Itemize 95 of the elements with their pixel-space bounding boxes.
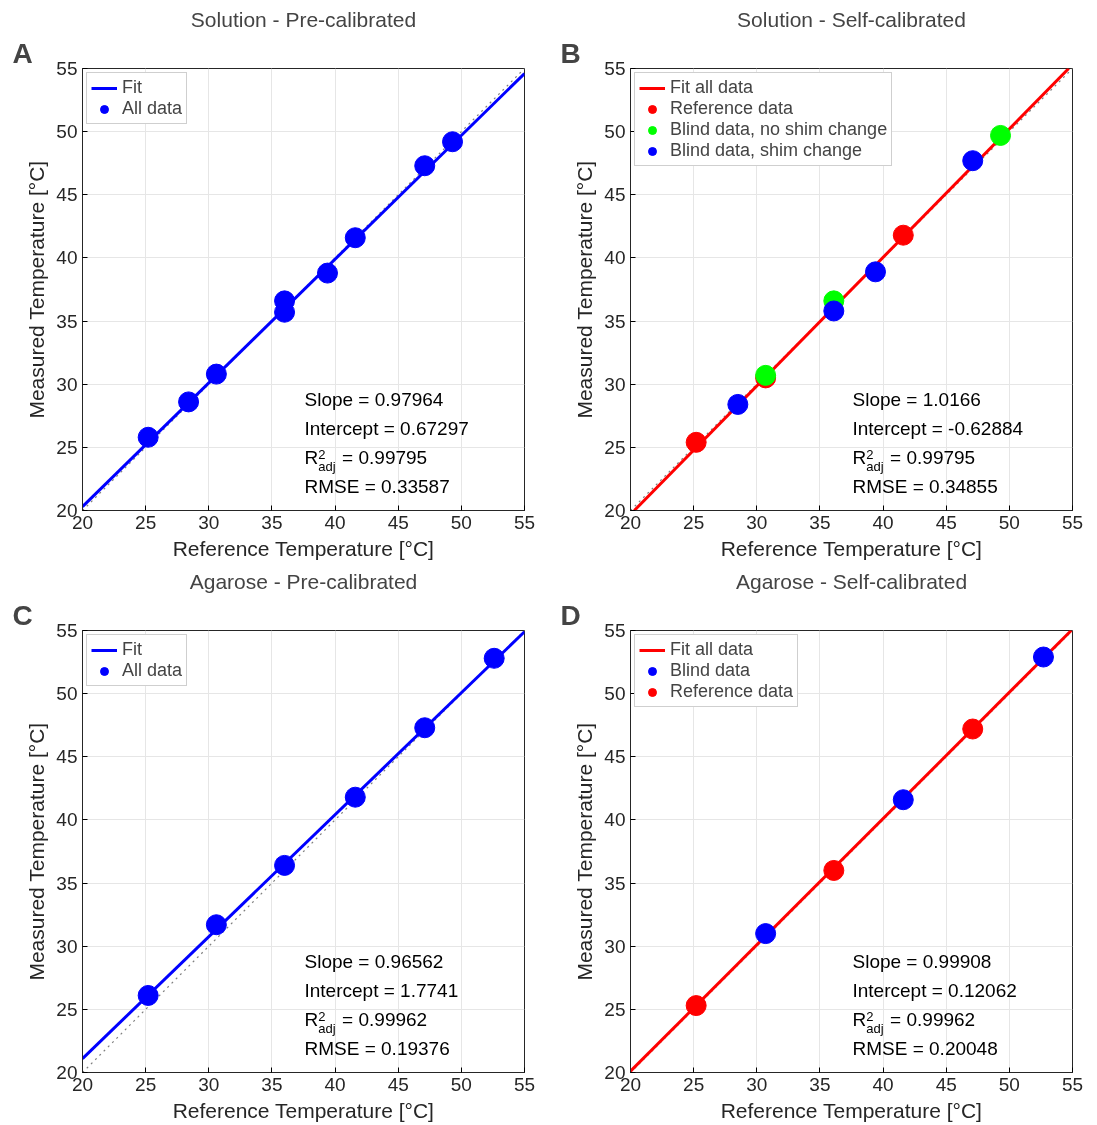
y-tick-label: 45 bbox=[56, 746, 78, 768]
x-tick-label: 35 bbox=[261, 1073, 283, 1095]
y-tick-label: 30 bbox=[604, 935, 626, 957]
y-tick-label: 35 bbox=[56, 310, 78, 332]
chart-title: Solution - Pre-calibrated bbox=[190, 7, 417, 31]
x-tick-label: 45 bbox=[387, 511, 409, 533]
y-axis-title: Measured Temperature [°C] bbox=[25, 722, 49, 981]
x-tick-label: 30 bbox=[198, 1073, 220, 1095]
annotation: RMSE = 0.33587 bbox=[304, 475, 450, 497]
y-tick-label: 40 bbox=[56, 247, 78, 269]
text: A bbox=[12, 37, 33, 69]
chart-title: Agarose - Self-calibrated bbox=[735, 569, 968, 593]
legend-label: Fit bbox=[122, 639, 142, 660]
y-tick-label: 35 bbox=[604, 310, 626, 332]
y-tick-label: 35 bbox=[56, 872, 78, 894]
x-tick-label: 40 bbox=[872, 1073, 894, 1095]
y-tick-label: 45 bbox=[604, 746, 626, 768]
x-tick-label: 55 bbox=[513, 511, 536, 533]
y-axis-title: Measured Temperature [°C] bbox=[25, 160, 49, 419]
y-tick-label: 25 bbox=[56, 436, 78, 458]
y-axis-title: Measured Temperature [°C] bbox=[573, 722, 597, 981]
y-tick-label: 40 bbox=[604, 809, 626, 831]
y-tick-label: 55 bbox=[56, 620, 78, 641]
annotation: Slope = 0.96562 bbox=[304, 950, 444, 972]
x-tick-label: 50 bbox=[450, 511, 472, 533]
legend-label: Fit all data bbox=[670, 639, 754, 660]
annotation: Intercept = 0.67297 bbox=[304, 417, 469, 439]
y-tick-label: 55 bbox=[604, 620, 626, 641]
x-tick-label: 30 bbox=[746, 1073, 768, 1095]
y-tick-label: 30 bbox=[604, 373, 626, 395]
y-tick-label: 25 bbox=[604, 436, 626, 458]
x-tick-label: 40 bbox=[872, 511, 894, 533]
x-tick-label: 35 bbox=[809, 1073, 831, 1095]
x-tick-label: 55 bbox=[1061, 511, 1084, 533]
x-tick-label: 25 bbox=[135, 1073, 157, 1095]
annotation: Slope = 0.97964 bbox=[304, 388, 444, 410]
y-tick-label: 40 bbox=[604, 247, 626, 269]
annotation: Intercept = 0.12062 bbox=[852, 979, 1017, 1001]
legend-label: Reference data bbox=[670, 681, 794, 702]
y-tick-label: 55 bbox=[604, 58, 626, 79]
x-tick-label: 50 bbox=[998, 511, 1020, 533]
y-tick-label: 25 bbox=[56, 998, 78, 1020]
y-tick-label: 50 bbox=[604, 683, 626, 705]
y-tick-label: 50 bbox=[56, 121, 78, 143]
x-tick-label: 30 bbox=[198, 511, 220, 533]
y-axis-title: Measured Temperature [°C] bbox=[573, 160, 597, 419]
annotation: RMSE = 0.20048 bbox=[852, 1037, 998, 1059]
legend-label: Blind data, no shim change bbox=[670, 119, 888, 140]
legend-label: Fit all data bbox=[670, 77, 754, 98]
y-tick-label: 55 bbox=[56, 58, 78, 79]
text: C bbox=[12, 599, 33, 631]
legend-label: All data bbox=[122, 98, 183, 119]
y-tick-label: 50 bbox=[56, 683, 78, 705]
x-tick-label: 35 bbox=[809, 511, 831, 533]
x-tick-label: 50 bbox=[998, 1073, 1020, 1095]
annotation: Intercept = 1.7741 bbox=[304, 979, 459, 1001]
x-tick-label: 30 bbox=[746, 511, 768, 533]
x-tick-label: 25 bbox=[683, 511, 705, 533]
x-axis-title: Reference Temperature [°C] bbox=[720, 536, 982, 560]
x-tick-label: 25 bbox=[135, 511, 157, 533]
x-axis-title: Reference Temperature [°C] bbox=[172, 1098, 434, 1122]
chart-title: Agarose - Pre-calibrated bbox=[189, 569, 418, 593]
x-tick-label: 40 bbox=[324, 511, 346, 533]
legend-label: Reference data bbox=[670, 98, 794, 119]
x-tick-label: 45 bbox=[935, 1073, 957, 1095]
annotation: Slope = 1.0166 bbox=[852, 388, 981, 410]
x-tick-label: 55 bbox=[1061, 1073, 1084, 1095]
annotation: Slope = 0.99908 bbox=[852, 950, 992, 972]
y-tick-label: 30 bbox=[56, 935, 78, 957]
x-axis-title: Reference Temperature [°C] bbox=[720, 1098, 982, 1122]
y-tick-label: 25 bbox=[604, 998, 626, 1020]
annotation: RMSE = 0.19376 bbox=[304, 1037, 450, 1059]
x-tick-label: 40 bbox=[324, 1073, 346, 1095]
x-tick-label: 50 bbox=[450, 1073, 472, 1095]
legend-label: Blind data, shim change bbox=[670, 140, 863, 161]
x-tick-label: 25 bbox=[683, 1073, 705, 1095]
y-tick-label: 35 bbox=[604, 872, 626, 894]
y-tick-label: 50 bbox=[604, 121, 626, 143]
text: D bbox=[560, 599, 581, 631]
annotation: RMSE = 0.34855 bbox=[852, 475, 998, 497]
y-tick-label: 45 bbox=[604, 184, 626, 206]
x-tick-label: 45 bbox=[387, 1073, 409, 1095]
chart-title: Solution - Self-calibrated bbox=[737, 7, 966, 31]
x-tick-label: 45 bbox=[935, 511, 957, 533]
legend-label: Blind data bbox=[670, 660, 751, 681]
legend-label: Fit bbox=[122, 77, 142, 98]
x-tick-label: 55 bbox=[513, 1073, 536, 1095]
y-tick-label: 30 bbox=[56, 373, 78, 395]
annotation: Intercept = -0.62884 bbox=[852, 417, 1024, 439]
legend-label: All data bbox=[122, 660, 183, 681]
x-tick-label: 35 bbox=[261, 511, 283, 533]
text: B bbox=[560, 37, 581, 69]
y-tick-label: 45 bbox=[56, 184, 78, 206]
x-axis-title: Reference Temperature [°C] bbox=[172, 536, 434, 560]
y-tick-label: 40 bbox=[56, 809, 78, 831]
